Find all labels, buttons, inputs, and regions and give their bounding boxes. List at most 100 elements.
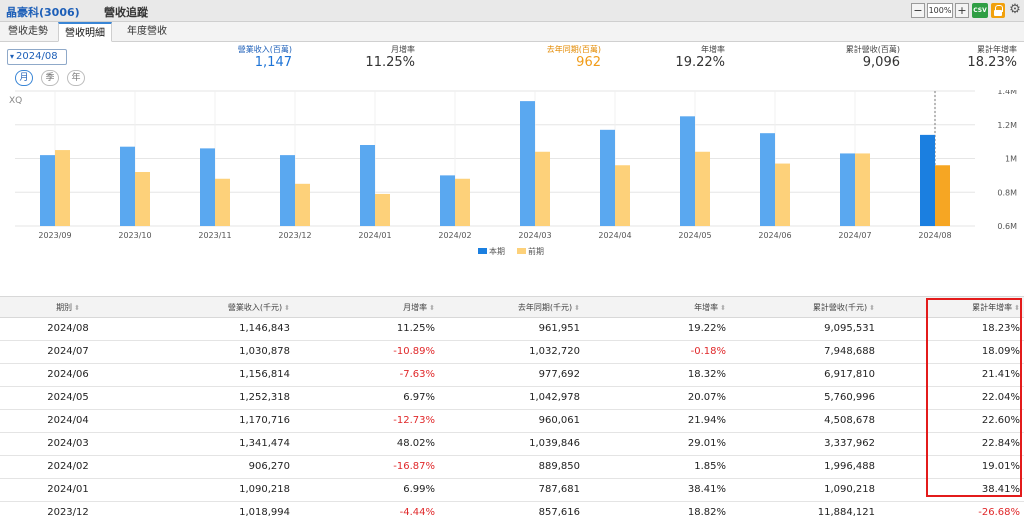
table-row[interactable]: 2024/03 1,341,474 48.02% 1,039,846 29.01% 3,3…	[0, 433, 1024, 456]
cell-period: 2024/06	[47, 369, 89, 380]
date-select-value: 2024/08	[16, 51, 58, 62]
cell-cum-revenue: 6,917,810	[824, 369, 875, 380]
legend-label-current: 本期	[489, 246, 505, 256]
cell-last-year: 1,032,720	[529, 346, 580, 357]
x-tick-label: 2024/03	[518, 231, 551, 240]
revenue-table: 期別 ⬍ 營業收入(千元) ⬍ 月增率 ⬍ 去年同期(千元) ⬍ 年增率 ⬍ 累計營收(千…	[0, 296, 1024, 520]
period-year-button[interactable]: 年	[67, 70, 85, 86]
bar-previous	[695, 151, 710, 226]
bar-current	[760, 133, 775, 226]
legend-label-previous: 前期	[528, 246, 544, 256]
zoom-level[interactable]: 100%	[927, 3, 953, 18]
cell-last-year: 857,616	[538, 507, 580, 518]
cell-cum-revenue: 3,337,962	[824, 438, 875, 449]
cell-last-year: 787,681	[538, 484, 580, 495]
period-quarter-button[interactable]: 季	[41, 70, 59, 86]
zoom-in-button[interactable]: +	[955, 3, 969, 18]
cell-last-year: 1,039,846	[529, 438, 580, 449]
csv-export-icon[interactable]: CSV	[972, 3, 988, 18]
lock-icon[interactable]	[991, 3, 1005, 18]
table-row[interactable]: 2024/06 1,156,814 -7.63% 977,692 18.32% 6,917…	[0, 364, 1024, 387]
cell-mom: 6.97%	[403, 392, 435, 403]
legend-swatch-current	[478, 248, 487, 254]
x-tick-label: 2024/04	[598, 231, 631, 240]
x-tick-label: 2023/09	[38, 231, 71, 240]
cell-period: 2024/07	[47, 346, 89, 357]
cum-yoy-label: 累計年增率	[977, 45, 1017, 54]
y-tick-label: 0.6M	[997, 222, 1017, 231]
cell-mom: 6.99%	[403, 484, 435, 495]
yoy-label: 年增率	[701, 45, 725, 54]
cell-mom: -10.89%	[393, 346, 435, 357]
y-tick-label: 0.8M	[997, 188, 1017, 197]
bar-previous	[855, 153, 870, 226]
bar-current	[40, 155, 55, 226]
cell-revenue: 1,170,716	[239, 415, 290, 426]
bar-current	[360, 145, 375, 226]
table-row[interactable]: 2024/08 1,146,843 11.25% 961,951 19.22% 9,095…	[0, 318, 1024, 341]
cell-period: 2024/05	[47, 392, 89, 403]
header-revenue[interactable]: 營業收入(千元) ⬍	[160, 297, 290, 319]
header-last-year[interactable]: 去年同期(千元) ⬍	[440, 297, 580, 319]
period-month-button[interactable]: 月	[15, 70, 33, 86]
tab-revenue-trend[interactable]: 營收走勢	[8, 26, 48, 37]
cell-revenue: 1,030,878	[239, 346, 290, 357]
header-cum-revenue[interactable]: 累計營收(千元) ⬍	[740, 297, 875, 319]
bar-current	[680, 116, 695, 226]
table-body: 2024/08 1,146,843 11.25% 961,951 19.22% 9,095…	[0, 318, 1024, 520]
chevron-down-icon: ▾	[10, 52, 15, 61]
table-row[interactable]: 2024/04 1,170,716 -12.73% 960,061 21.94% 4,50…	[0, 410, 1024, 433]
table-row[interactable]: 2024/01 1,090,218 6.99% 787,681 38.41% 1,090,…	[0, 479, 1024, 502]
cell-period: 2024/03	[47, 438, 89, 449]
gear-icon[interactable]: ⚙	[1009, 2, 1021, 17]
tab-annual-revenue[interactable]: 年度營收	[127, 26, 167, 37]
tab-revenue-detail[interactable]: 營收明細	[58, 22, 112, 42]
bar-current	[840, 153, 855, 226]
cell-yoy: -0.18%	[690, 346, 726, 357]
x-tick-label: 2023/11	[198, 231, 231, 240]
header-yoy-label: 年增率	[694, 303, 719, 312]
header-mom-label: 月增率	[403, 303, 428, 312]
cell-cum-revenue: 1,996,488	[824, 461, 875, 472]
cell-cum-yoy: 18.09%	[981, 346, 1020, 357]
cell-revenue: 1,090,218	[239, 484, 290, 495]
table-row[interactable]: 2023/12 1,018,994 -4.44% 857,616 18.82% 11,88…	[0, 502, 1024, 520]
cell-last-year: 977,692	[538, 369, 580, 380]
header-period[interactable]: 期別 ⬍	[40, 297, 96, 319]
cell-period: 2024/04	[47, 415, 89, 426]
tab-bar: 營收走勢 營收明細 年度營收	[0, 22, 1024, 42]
table-row[interactable]: 2024/02 906,270 -16.87% 889,850 1.85% 1,996,4…	[0, 456, 1024, 479]
chart-watermark: XQ	[9, 96, 23, 106]
bar-current	[600, 129, 615, 226]
sort-icon: ⬍	[720, 304, 726, 312]
cell-yoy: 29.01%	[687, 438, 726, 449]
cum-yoy-value: 18.23%	[967, 55, 1017, 70]
cell-mom: -4.44%	[399, 507, 435, 518]
header-yoy[interactable]: 年增率 ⬍	[600, 297, 726, 319]
table-row[interactable]: 2024/05 1,252,318 6.97% 1,042,978 20.07% 5,76…	[0, 387, 1024, 410]
zoom-out-button[interactable]: −	[911, 3, 925, 18]
cell-period: 2024/02	[47, 461, 89, 472]
cell-cum-revenue: 11,884,121	[817, 507, 875, 518]
stock-name[interactable]: 晶豪科(3006)	[6, 6, 80, 19]
y-tick-label: 1.2M	[997, 121, 1017, 130]
bar-previous	[375, 193, 390, 226]
bar-current	[200, 148, 215, 226]
cell-cum-yoy: 21.41%	[981, 369, 1020, 380]
table-row[interactable]: 2024/07 1,030,878 -10.89% 1,032,720 -0.18% 7,…	[0, 341, 1024, 364]
header-mom[interactable]: 月增率 ⬍	[320, 297, 435, 319]
cell-cum-revenue: 4,508,678	[824, 415, 875, 426]
date-select[interactable]: ▾ 2024/08	[7, 49, 67, 65]
cell-mom: 48.02%	[396, 438, 435, 449]
header-cum-yoy[interactable]: 累計年增率 ⬍	[880, 297, 1020, 319]
cell-revenue: 1,252,318	[239, 392, 290, 403]
sort-icon: ⬍	[284, 304, 290, 312]
last-year-label: 去年同期(百萬)	[546, 45, 601, 54]
header-period-label: 期別	[56, 303, 73, 312]
x-tick-label: 2024/06	[758, 231, 791, 240]
revenue-value: 1,147	[254, 55, 292, 70]
cell-revenue: 1,146,843	[239, 323, 290, 334]
cell-mom: -12.73%	[393, 415, 435, 426]
y-tick-label: 1M	[1005, 155, 1017, 164]
title-bar: 晶豪科(3006) 營收追蹤 − 100% + CSV ⚙	[0, 0, 1024, 22]
